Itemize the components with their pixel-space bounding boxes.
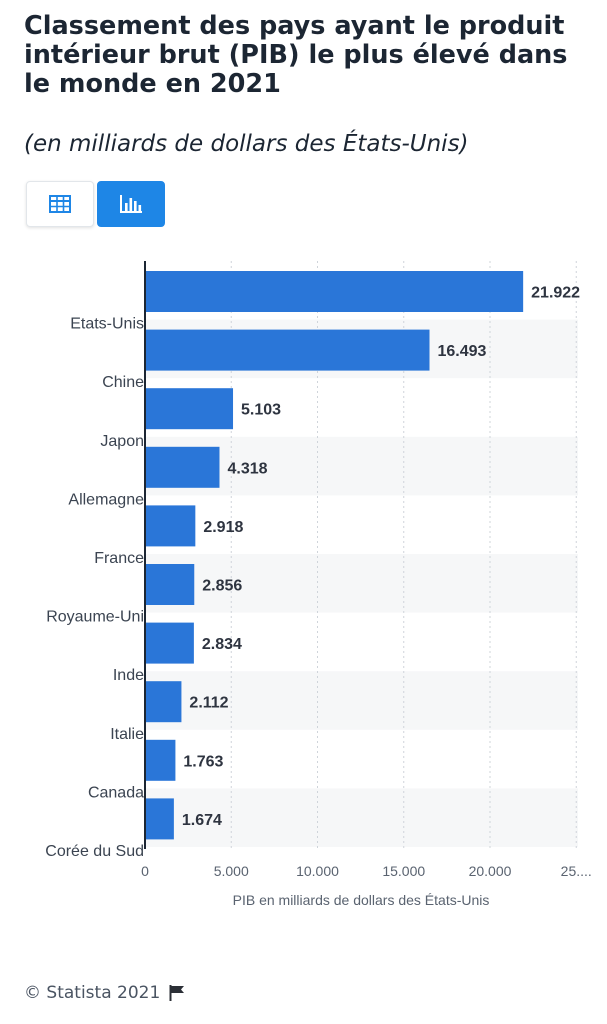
category-label: France: [94, 550, 144, 567]
category-label: Corée du Sud: [45, 843, 144, 860]
bar: [145, 622, 194, 664]
data-label: 2.834: [202, 636, 242, 653]
bar: [145, 388, 234, 430]
data-label: 1.674: [182, 812, 222, 829]
row-band: [145, 671, 578, 730]
bar: [145, 505, 196, 547]
category-label: Allemagne: [68, 491, 144, 508]
chart-view-button[interactable]: [97, 181, 165, 227]
x-tick-label: 0: [141, 863, 149, 879]
bar: [145, 739, 176, 781]
x-tick-label: 5.000: [214, 863, 249, 879]
chart-subtitle: (en milliards de dollars des États-Unis): [24, 131, 469, 157]
x-tick-label: 25....: [561, 863, 592, 879]
bar: [145, 329, 430, 371]
bar: [145, 681, 182, 723]
data-label: 5.103: [241, 402, 281, 419]
data-label: 16.493: [438, 343, 487, 360]
data-label: 21.922: [531, 285, 580, 302]
row-band: [145, 788, 578, 847]
data-label: 2.856: [202, 578, 242, 595]
category-label: Italie: [110, 726, 144, 743]
x-tick-label: 15.000: [382, 863, 425, 879]
data-label: 4.318: [227, 460, 267, 477]
table-icon: [49, 195, 71, 213]
x-axis-title: PIB en milliards de dollars des États-Un…: [233, 892, 490, 908]
x-tick-label: 10.000: [296, 863, 339, 879]
category-label: Canada: [88, 784, 144, 801]
chart-area: 21.922 Etats-Unis 16.493 Chine 5.103 Japon 4.3…: [0, 250, 607, 920]
data-label: 2.918: [203, 519, 243, 536]
category-label: Japon: [100, 433, 144, 450]
category-label: Chine: [102, 374, 144, 391]
footer: © Statista 2021: [24, 983, 186, 1003]
bar-chart: 21.922 Etats-Unis 16.493 Chine 5.103 Japon 4.3…: [45, 261, 592, 908]
category-label: Royaume-Uni: [46, 609, 144, 626]
row-band: [145, 554, 578, 613]
data-label: 2.112: [189, 695, 228, 712]
bar-chart-icon: [120, 195, 142, 213]
data-label: 1.763: [183, 753, 223, 770]
bar: [145, 446, 220, 488]
x-tick-label: 20.000: [469, 863, 512, 879]
flag-icon[interactable]: [168, 984, 186, 1002]
chart-title: Classement des pays ayant le produit int…: [24, 11, 568, 99]
bar: [145, 271, 524, 312]
bar: [145, 798, 174, 840]
category-label: Etats-Unis: [70, 316, 144, 333]
category-label: Inde: [113, 667, 144, 684]
bar: [145, 564, 195, 605]
copyright-text: © Statista 2021: [24, 983, 161, 1003]
table-view-button[interactable]: [26, 181, 94, 227]
